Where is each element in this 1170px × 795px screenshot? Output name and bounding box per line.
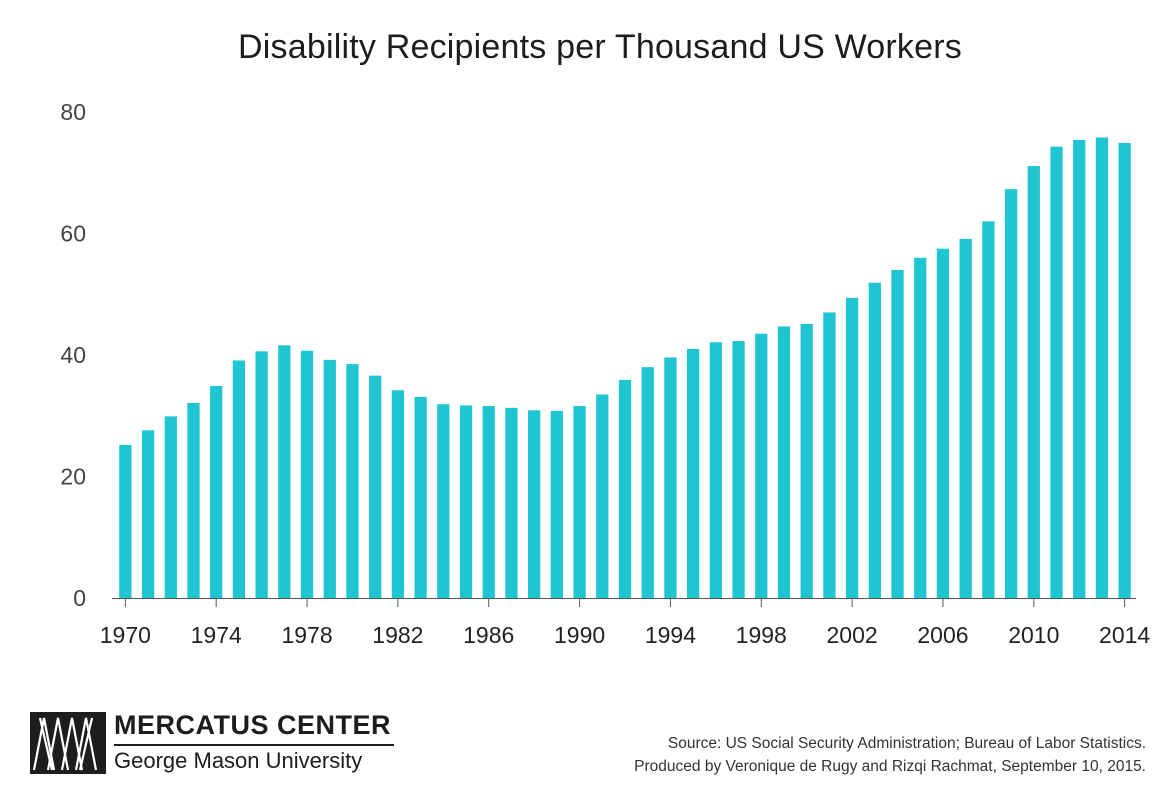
x-tick-label: 2010 [1008, 622, 1059, 648]
bar-1970 [119, 444, 132, 598]
x-tick-label: 2002 [827, 622, 878, 648]
bar-1984 [437, 404, 450, 598]
bar-2002 [845, 297, 859, 598]
bar-2013 [1095, 137, 1109, 598]
bar-1972 [164, 416, 177, 598]
bar-1991 [596, 394, 609, 598]
chart-title: Disability Recipients per Thousand US Wo… [238, 28, 962, 66]
bar-1981 [369, 375, 382, 598]
bar-1974 [210, 385, 223, 598]
y-tick-label: 20 [60, 464, 86, 490]
bar-2006 [936, 248, 950, 598]
x-tick-label: 1982 [372, 622, 423, 648]
bar-1976 [255, 351, 268, 598]
bar-1975 [232, 360, 246, 598]
source-line-1: Source: US Social Security Administratio… [667, 735, 1146, 752]
mercatus-logo: MERCATUS CENTER George Mason University [30, 710, 410, 778]
bar-1977 [278, 345, 291, 598]
bar-1978 [300, 350, 314, 598]
bar-2012 [1073, 139, 1086, 598]
bars [119, 137, 1131, 599]
source-line-2: Produced by Veronique de Rugy and Rizqi … [634, 758, 1146, 775]
bar-1987 [505, 407, 518, 598]
x-tick-label: 1978 [281, 622, 332, 648]
source-note: Source: US Social Security Administratio… [634, 732, 1146, 778]
bar-1982 [391, 390, 405, 598]
bar-1985 [459, 405, 473, 598]
bar-1997 [732, 341, 745, 598]
x-tick-label: 2014 [1099, 622, 1150, 648]
y-axis: 0 20 40 60 80 [60, 99, 86, 611]
bar-1999 [777, 326, 791, 598]
x-tick-label: 1970 [100, 622, 151, 648]
x-tick-label: 1990 [554, 622, 605, 648]
bar-1986 [482, 406, 495, 598]
bar-1993 [641, 367, 654, 598]
bar-2005 [914, 257, 927, 598]
logo-divider [114, 744, 394, 746]
bar-2011 [1050, 146, 1063, 598]
bar-2008 [982, 221, 995, 598]
bar-1983 [414, 396, 427, 598]
x-tick-label: 2006 [917, 622, 968, 648]
bar-2009 [1004, 189, 1018, 598]
bar-1980 [346, 364, 359, 598]
bar-1992 [618, 379, 632, 598]
x-tick-label: 1994 [645, 622, 696, 648]
bar-1996 [709, 342, 722, 598]
logo-subtitle: George Mason University [114, 748, 363, 773]
bar-2014 [1118, 142, 1131, 599]
mercatus-logo-mark-icon [30, 712, 106, 774]
bar-2007 [959, 238, 972, 598]
x-tick-label: 1986 [463, 622, 514, 648]
bar-2004 [891, 269, 904, 598]
bar-1979 [323, 359, 336, 598]
x-tick-label: 1974 [191, 622, 242, 648]
bar-2001 [823, 312, 836, 598]
bar-2010 [1027, 166, 1040, 598]
y-tick-label: 0 [73, 585, 86, 611]
y-tick-label: 60 [60, 221, 86, 247]
y-tick-label: 80 [60, 99, 86, 125]
x-axis: 1970 1974 1978 1982 1986 1990 1994 1998 2002 2006… [100, 598, 1150, 648]
bar-1973 [187, 402, 200, 598]
bar-1989 [550, 410, 563, 598]
bar-2003 [868, 282, 881, 598]
bar-1994 [664, 357, 677, 598]
x-tick-label: 1998 [736, 622, 787, 648]
bar-1971 [141, 430, 155, 598]
bar-1988 [528, 410, 541, 598]
bar-1995 [687, 348, 700, 598]
bar-2000 [800, 324, 813, 598]
bar-1990 [573, 406, 586, 598]
y-tick-label: 40 [60, 342, 86, 368]
logo-name: MERCATUS CENTER [114, 710, 391, 740]
bar-1998 [755, 333, 768, 598]
